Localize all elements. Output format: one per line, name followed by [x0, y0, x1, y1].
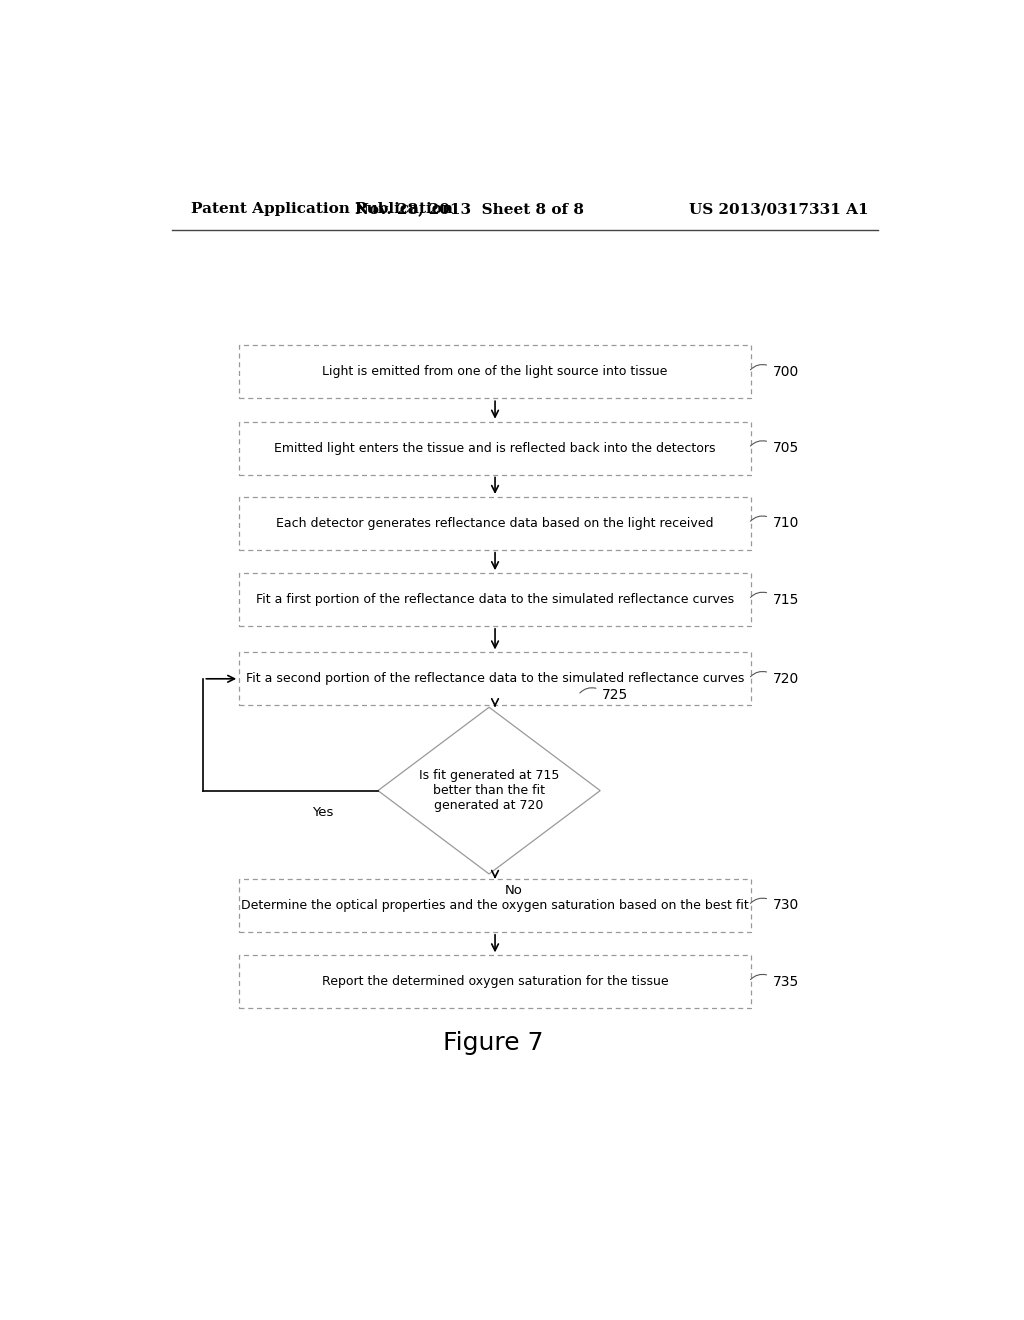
FancyBboxPatch shape	[240, 956, 751, 1008]
Polygon shape	[378, 708, 600, 874]
FancyBboxPatch shape	[240, 346, 751, 399]
FancyBboxPatch shape	[240, 496, 751, 549]
Text: 700: 700	[772, 364, 799, 379]
FancyBboxPatch shape	[240, 652, 751, 705]
Text: Patent Application Publication: Patent Application Publication	[191, 202, 454, 216]
Text: Is fit generated at 715
better than the fit
generated at 720: Is fit generated at 715 better than the …	[419, 770, 559, 812]
FancyBboxPatch shape	[240, 421, 751, 474]
Text: 735: 735	[772, 974, 799, 989]
Text: Figure 7: Figure 7	[442, 1031, 544, 1055]
Text: 705: 705	[772, 441, 799, 455]
Text: No: No	[505, 884, 522, 898]
Text: Each detector generates reflectance data based on the light received: Each detector generates reflectance data…	[276, 517, 714, 529]
Text: Nov. 28, 2013  Sheet 8 of 8: Nov. 28, 2013 Sheet 8 of 8	[354, 202, 584, 216]
FancyBboxPatch shape	[240, 879, 751, 932]
Text: 715: 715	[772, 593, 799, 606]
Text: 730: 730	[772, 899, 799, 912]
Text: Fit a first portion of the reflectance data to the simulated reflectance curves: Fit a first portion of the reflectance d…	[256, 593, 734, 606]
Text: Yes: Yes	[311, 805, 333, 818]
Text: Emitted light enters the tissue and is reflected back into the detectors: Emitted light enters the tissue and is r…	[274, 442, 716, 454]
Text: Light is emitted from one of the light source into tissue: Light is emitted from one of the light s…	[323, 366, 668, 379]
Text: Determine the optical properties and the oxygen saturation based on the best fit: Determine the optical properties and the…	[242, 899, 749, 912]
Text: 710: 710	[772, 516, 799, 531]
Text: 720: 720	[772, 672, 799, 686]
Text: US 2013/0317331 A1: US 2013/0317331 A1	[689, 202, 868, 216]
Text: 725: 725	[602, 688, 628, 702]
Text: Fit a second portion of the reflectance data to the simulated reflectance curves: Fit a second portion of the reflectance …	[246, 672, 744, 685]
Text: Report the determined oxygen saturation for the tissue: Report the determined oxygen saturation …	[322, 975, 669, 989]
FancyBboxPatch shape	[240, 573, 751, 626]
